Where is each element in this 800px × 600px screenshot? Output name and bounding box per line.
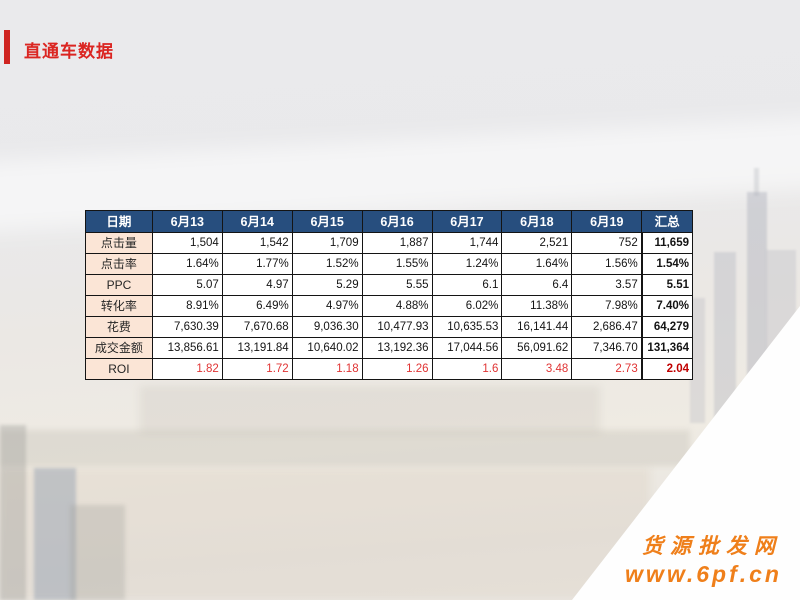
data-cell: 6.4 xyxy=(501,274,573,296)
data-cell: 6.49% xyxy=(221,295,293,317)
data-cell: 752 xyxy=(571,232,643,254)
table-row-revenue: 成交金额 13,856.61 13,191.84 10,640.02 13,19… xyxy=(85,337,693,359)
table-row-clicks: 点击量 1,504 1,542 1,709 1,887 1,744 2,521 … xyxy=(85,232,693,254)
data-cell: 10,477.93 xyxy=(361,316,433,338)
table-header-row: 日期 6月13 6月14 6月15 6月16 6月17 6月18 6月19 汇总 xyxy=(85,210,693,233)
skyline-tower-spire xyxy=(754,168,759,196)
data-cell: 10,635.53 xyxy=(431,316,503,338)
row-label-cell: 花费 xyxy=(85,316,153,338)
left-building-shape xyxy=(0,425,26,600)
data-cell: 3.57 xyxy=(571,274,643,296)
header-cell-day: 6月14 xyxy=(221,210,293,233)
data-cell: 1.6 xyxy=(431,358,503,380)
data-cell: 16,141.44 xyxy=(501,316,573,338)
header-cell-day: 6月18 xyxy=(501,210,573,233)
left-building-shape xyxy=(34,468,76,600)
data-cell: 17,044.56 xyxy=(431,337,503,359)
data-cell: 7,346.70 xyxy=(571,337,643,359)
city-band-shape xyxy=(140,386,600,434)
data-cell: 1.24% xyxy=(431,253,503,275)
data-cell: 4.97% xyxy=(291,295,363,317)
header-cell-date: 日期 xyxy=(85,210,153,233)
data-cell: 13,856.61 xyxy=(151,337,223,359)
data-cell: 5.55 xyxy=(361,274,433,296)
table-row-conversion: 转化率 8.91% 6.49% 4.97% 4.88% 6.02% 11.38%… xyxy=(85,295,693,317)
header-cell-total: 汇总 xyxy=(641,210,693,233)
data-cell: 9,036.30 xyxy=(291,316,363,338)
shoreline-shape xyxy=(0,430,690,466)
data-cell: 1.56% xyxy=(571,253,643,275)
data-cell: 1.72 xyxy=(221,358,293,380)
header-cell-day: 6月13 xyxy=(151,210,223,233)
row-label-cell: 点击率 xyxy=(85,253,153,275)
row-label-cell: PPC xyxy=(85,274,153,296)
data-cell: 3.48 xyxy=(501,358,573,380)
total-cell: 5.51 xyxy=(640,274,693,296)
data-cell: 1,744 xyxy=(431,232,503,254)
river-shape xyxy=(0,468,650,600)
watermark-site-name: 货源批发网 xyxy=(642,535,782,558)
total-cell: 64,279 xyxy=(640,316,693,338)
row-label-cell: 成交金额 xyxy=(85,337,153,359)
header-cell-day: 6月16 xyxy=(361,210,433,233)
table-row-spend: 花费 7,630.39 7,670.68 9,036.30 10,477.93 … xyxy=(85,316,693,338)
data-cell: 5.07 xyxy=(151,274,223,296)
header-cell-day: 6月15 xyxy=(291,210,363,233)
data-cell: 13,191.84 xyxy=(221,337,293,359)
total-cell: 131,364 xyxy=(640,337,693,359)
data-cell: 1.52% xyxy=(291,253,363,275)
data-cell: 1.26 xyxy=(361,358,433,380)
data-cell: 6.02% xyxy=(431,295,503,317)
data-cell: 1.55% xyxy=(361,253,433,275)
data-cell: 7.98% xyxy=(571,295,643,317)
title-accent-bar xyxy=(4,30,10,64)
data-cell: 1.64% xyxy=(501,253,573,275)
data-cell: 11.38% xyxy=(501,295,573,317)
data-cell: 1.64% xyxy=(151,253,223,275)
header-cell-day: 6月19 xyxy=(571,210,643,233)
watermark-site-url: www.6pf.cn xyxy=(625,561,782,587)
data-cell: 6.1 xyxy=(431,274,503,296)
left-building-shape xyxy=(70,505,125,600)
data-cell: 4.88% xyxy=(361,295,433,317)
data-cell: 13,192.36 xyxy=(361,337,433,359)
data-cell: 2,686.47 xyxy=(571,316,643,338)
skyline-tower xyxy=(714,252,736,422)
data-cell: 56,091.62 xyxy=(501,337,573,359)
data-cell: 5.29 xyxy=(291,274,363,296)
row-label-cell: ROI xyxy=(85,358,153,380)
skyline-tower xyxy=(690,298,705,423)
data-cell: 1.82 xyxy=(151,358,223,380)
data-cell: 1.18 xyxy=(291,358,363,380)
data-cell: 4.97 xyxy=(221,274,293,296)
data-cell: 8.91% xyxy=(151,295,223,317)
data-cell: 2,521 xyxy=(501,232,573,254)
page-title: 直通车数据 xyxy=(24,42,114,61)
data-cell: 1,542 xyxy=(221,232,293,254)
data-cell: 1.77% xyxy=(221,253,293,275)
total-cell: 11,659 xyxy=(640,232,693,254)
row-label-cell: 转化率 xyxy=(85,295,153,317)
ppc-data-table: 日期 6月13 6月14 6月15 6月16 6月17 6月18 6月19 汇总… xyxy=(85,210,693,380)
total-cell: 7.40% xyxy=(640,295,693,317)
watermark: 货源批发网 www.6pf.cn xyxy=(625,534,782,588)
table-row-roi: ROI 1.82 1.72 1.18 1.26 1.6 3.48 2.73 2.… xyxy=(85,358,693,380)
data-cell: 1,504 xyxy=(151,232,223,254)
total-cell: 2.04 xyxy=(640,358,693,380)
header-cell-day: 6月17 xyxy=(431,210,503,233)
data-cell: 10,640.02 xyxy=(291,337,363,359)
row-label-cell: 点击量 xyxy=(85,232,153,254)
data-cell: 1,887 xyxy=(361,232,433,254)
table-row-ppc: PPC 5.07 4.97 5.29 5.55 6.1 6.4 3.57 5.5… xyxy=(85,274,693,296)
total-cell: 1.54% xyxy=(640,253,693,275)
table-row-ctr: 点击率 1.64% 1.77% 1.52% 1.55% 1.24% 1.64% … xyxy=(85,253,693,275)
data-cell: 7,670.68 xyxy=(221,316,293,338)
data-cell: 7,630.39 xyxy=(151,316,223,338)
data-cell: 1,709 xyxy=(291,232,363,254)
data-cell: 2.73 xyxy=(571,358,643,380)
